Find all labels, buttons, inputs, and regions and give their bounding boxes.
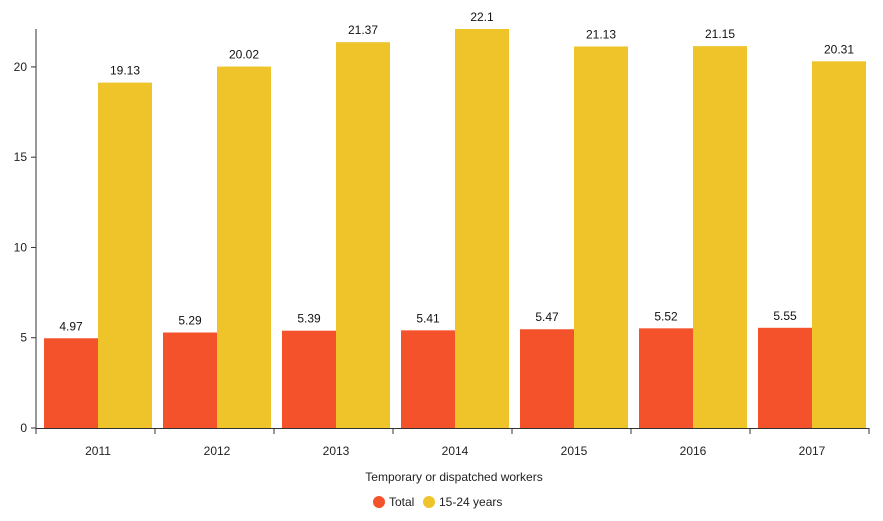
data-label-youth-2016: 21.15 (705, 27, 735, 41)
data-label-total-2013: 5.39 (297, 312, 321, 326)
y-tick-label-20: 20 (14, 60, 28, 74)
data-label-total-2011: 4.97 (59, 319, 83, 333)
legend-swatch-youth (423, 496, 435, 508)
bar-total-2015 (520, 329, 574, 428)
data-label-total-2012: 5.29 (178, 313, 202, 327)
data-label-youth-2015: 21.13 (586, 28, 616, 42)
bar-total-2017 (758, 327, 812, 428)
bar-total-2011 (44, 338, 98, 428)
bar-total-2014 (401, 330, 455, 428)
y-tick-label-5: 5 (20, 331, 27, 345)
bar-total-2012 (163, 332, 217, 428)
data-label-youth-2011: 19.13 (110, 64, 140, 78)
data-labels-layer: 4.97 19.13 5.29 20.02 5.39 21.37 5.41 22.1 5.47 2… (59, 10, 854, 333)
x-tick-label-2015: 2015 (561, 444, 588, 458)
x-axis-title: Temporary or dispatched workers (365, 470, 542, 484)
bar-total-2013 (282, 330, 336, 428)
data-label-total-2015: 5.47 (535, 310, 559, 324)
y-tick-label-10: 10 (14, 240, 28, 254)
data-label-total-2014: 5.41 (416, 311, 440, 325)
bar-youth-2016 (693, 46, 747, 429)
bar-youth-2014 (455, 29, 509, 428)
data-label-total-2016: 5.52 (654, 309, 678, 323)
bar-youth-2017 (812, 61, 866, 428)
bars-layer (44, 29, 866, 429)
data-label-total-2017: 5.55 (773, 309, 797, 323)
legend: Total 15-24 years (373, 495, 502, 509)
data-label-youth-2012: 20.02 (229, 48, 259, 62)
legend-label-youth: 15-24 years (439, 495, 502, 509)
x-tick-label-2016: 2016 (680, 444, 707, 458)
x-tick-label-2014: 2014 (442, 444, 469, 458)
x-tick-label-2011: 2011 (85, 444, 111, 458)
legend-label-total: Total (389, 495, 414, 509)
bar-youth-2013 (336, 42, 390, 429)
x-tick-label-2012: 2012 (204, 444, 231, 458)
bar-youth-2015 (574, 46, 628, 428)
legend-swatch-total (373, 496, 385, 508)
y-tick-label-15: 15 (14, 150, 28, 164)
y-tick-label-0: 0 (20, 421, 27, 435)
data-label-youth-2017: 20.31 (824, 42, 854, 56)
x-tick-label-2013: 2013 (323, 444, 350, 458)
data-label-youth-2013: 21.37 (348, 23, 378, 37)
axes-layer: 0 5 10 15 20 2011 2012 2013 2014 2015 2016 2017 (14, 29, 870, 458)
data-label-youth-2014: 22.1 (470, 10, 494, 24)
bar-youth-2012 (217, 66, 271, 429)
bar-youth-2011 (98, 82, 152, 429)
x-tick-label-2017: 2017 (799, 444, 826, 458)
bar-total-2016 (639, 328, 693, 428)
